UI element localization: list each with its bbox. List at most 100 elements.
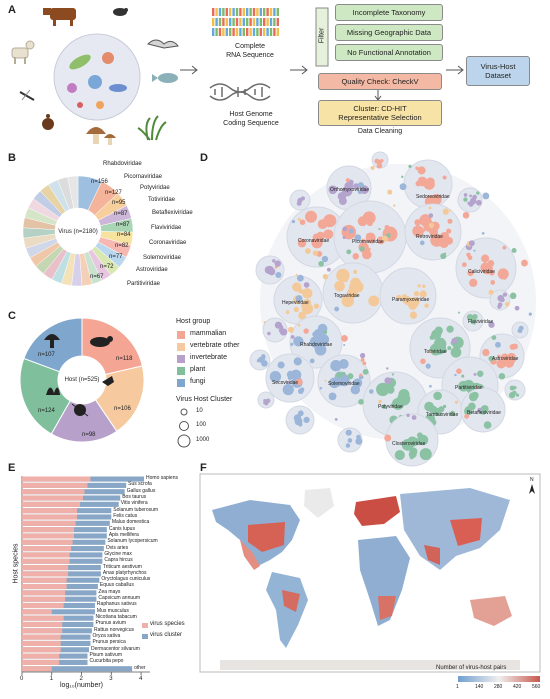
virus-node: [513, 386, 517, 390]
bar-virus-species: [22, 495, 84, 501]
cluster-hull: [255, 255, 285, 285]
bar-virus-species: [22, 647, 61, 653]
rna-base: [239, 18, 242, 26]
host-group-swatch: [177, 343, 185, 351]
cluster-hull: [265, 353, 315, 403]
bar-virus-cluster: [22, 565, 101, 571]
virus-node: [483, 421, 492, 429]
virus-node: [343, 343, 346, 347]
virus-node: [305, 210, 317, 223]
virus-node: [304, 248, 311, 254]
virus-node: [355, 437, 363, 445]
cluster-hull: [286, 206, 348, 268]
bar-virus-species: [22, 508, 78, 514]
virus-node: [290, 369, 302, 381]
virus-node: [426, 177, 435, 187]
mosquito-icon: [19, 89, 35, 101]
virus-node: [497, 302, 503, 307]
host-group-label: fungi: [190, 378, 206, 385]
virus-node: [263, 400, 267, 405]
virus-node: [407, 414, 420, 427]
bar-virus-cluster: [22, 546, 104, 552]
virus-node: [318, 260, 324, 267]
other-family-slice: [27, 198, 60, 222]
rna-base: [256, 28, 259, 36]
virus-node: [414, 219, 421, 226]
x-tick-label: 1: [49, 676, 54, 682]
cluster-hull: [379, 267, 437, 325]
other-family-slice: [42, 248, 68, 280]
virus-node: [495, 341, 501, 348]
family-cluster-label: Paramyxoviridae: [392, 297, 430, 303]
virus-node: [408, 450, 417, 459]
filter-missing-geographic-data: Missing Geographic Data: [335, 24, 443, 41]
virus-node: [352, 253, 359, 260]
virus-node: [303, 282, 310, 288]
host-species-label: Mus musculus: [96, 607, 129, 614]
rna-base: [252, 8, 256, 16]
virus-node: [258, 356, 265, 363]
bar-virus-cluster: [22, 489, 125, 495]
virus-node: [434, 326, 443, 335]
scale-tick-label: 280: [494, 684, 503, 690]
virus-node: [345, 443, 351, 448]
host-species-label: Nicotiana tabacum: [95, 614, 137, 621]
virus-node: [442, 175, 447, 180]
rna-base: [256, 8, 259, 16]
virus-node: [488, 289, 494, 295]
cluster-hull: [409, 317, 471, 379]
family-cluster-label: Togaviridae: [334, 293, 360, 299]
virus-node: [468, 392, 478, 402]
rna-base: [225, 8, 228, 16]
bar-virus-species: [22, 539, 73, 545]
virus-node: [338, 193, 344, 199]
other-family-slice: [61, 252, 76, 286]
virus-node: [298, 311, 307, 320]
rna-base: [242, 28, 245, 36]
virus-node: [467, 201, 471, 205]
rna-label: Complete RNA Sequence: [226, 43, 274, 59]
mushroom-silhouette-icon: [44, 334, 60, 348]
rna-base: [249, 18, 252, 26]
virus-node: [275, 271, 282, 278]
virus-node: [287, 326, 294, 333]
host-species-label: Cucurbita pepo: [89, 658, 124, 665]
virus-node: [317, 219, 328, 230]
host-species-label: Malus domestica: [111, 519, 150, 526]
cluster-hull: [385, 413, 439, 467]
virus-node: [323, 330, 328, 335]
virus-node: [348, 179, 354, 186]
cluster-hull: [371, 151, 389, 169]
virus-node: [518, 328, 523, 333]
virus-node: [356, 434, 361, 440]
virus-node: [352, 281, 364, 293]
other-family-slice: [23, 233, 57, 249]
virus-node: [312, 331, 317, 337]
host-species-label: Solanum lycopersicum: [107, 538, 158, 545]
virus-node: [323, 214, 337, 228]
rna-base: [252, 18, 256, 26]
virus-node: [277, 361, 285, 369]
bar-virus-cluster: [22, 596, 97, 602]
virus-family-name: Totiviridae: [148, 197, 176, 203]
bar-virus-species: [22, 565, 69, 571]
rna-base: [218, 28, 222, 36]
virus-count-label: n=77: [109, 254, 123, 260]
virus-node: [359, 373, 363, 377]
bar-virus-cluster: [22, 640, 91, 647]
size-label-10: 10: [196, 408, 203, 414]
cluster-hull: [457, 187, 483, 213]
virus-node: [457, 311, 460, 314]
virus-node: [497, 304, 502, 309]
bar-virus-cluster: [22, 501, 119, 507]
virus-family-name: Solemoviridae: [143, 255, 182, 261]
virus-node: [408, 164, 412, 169]
virus-node: [398, 388, 410, 401]
host-species-label: Capsicum annuum: [98, 595, 141, 602]
virus-node: [384, 377, 392, 385]
virus-center-label: Virus (n=2180): [58, 229, 98, 235]
virus-family-name: Potyviridae: [140, 185, 170, 191]
virus-node: [267, 331, 271, 336]
